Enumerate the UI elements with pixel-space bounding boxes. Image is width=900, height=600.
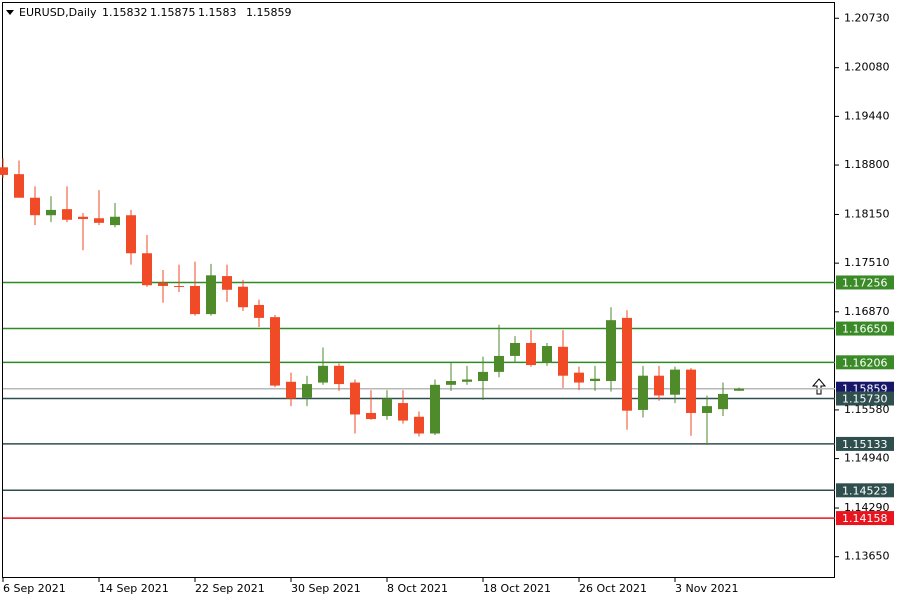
candle-body bbox=[478, 371, 488, 382]
candle-body bbox=[446, 381, 456, 385]
x-tick-label: 6 Sep 2021 bbox=[3, 582, 66, 595]
header-open: 1.15832 bbox=[102, 6, 148, 19]
candle-body bbox=[174, 285, 184, 287]
y-tick-label: 1.20730 bbox=[844, 11, 890, 24]
y-tick-label: 1.13650 bbox=[844, 550, 890, 563]
level-label: 1.15133 bbox=[842, 438, 888, 451]
candle-body bbox=[126, 215, 136, 254]
candle-body bbox=[718, 393, 728, 410]
y-tick-label: 1.14940 bbox=[844, 452, 890, 465]
candle-body bbox=[14, 174, 24, 198]
candle-body bbox=[398, 403, 408, 421]
y-tick-label: 1.15580 bbox=[844, 403, 890, 416]
candle-body bbox=[206, 275, 216, 315]
candle-body bbox=[590, 378, 600, 382]
x-tick-label: 14 Sep 2021 bbox=[99, 582, 169, 595]
level-label: 1.16650 bbox=[842, 323, 888, 336]
candle-body bbox=[670, 369, 680, 395]
y-tick-label: 1.14290 bbox=[844, 501, 890, 514]
candle-body bbox=[510, 342, 520, 356]
candle-body bbox=[190, 285, 200, 315]
header-high: 1.15875 bbox=[150, 6, 196, 19]
candle-body bbox=[286, 381, 296, 399]
candle-body bbox=[366, 412, 376, 420]
x-tick-label: 26 Oct 2021 bbox=[579, 582, 647, 595]
candle-body bbox=[270, 317, 280, 386]
candle-body bbox=[574, 372, 584, 383]
candle-body bbox=[254, 304, 264, 318]
candle-body bbox=[158, 282, 168, 286]
plot-frame bbox=[2, 2, 835, 578]
candle-body bbox=[350, 382, 360, 415]
candle-body bbox=[622, 317, 632, 411]
candle-body bbox=[494, 355, 504, 372]
y-tick-label: 1.20080 bbox=[844, 61, 890, 74]
candle-body bbox=[638, 375, 648, 410]
candle-body bbox=[734, 388, 744, 391]
y-tick-label: 1.18800 bbox=[844, 158, 890, 171]
candle-body bbox=[0, 167, 8, 175]
candle-body bbox=[238, 286, 248, 308]
x-tick-label: 30 Sep 2021 bbox=[291, 582, 361, 595]
level-label-box bbox=[836, 321, 894, 336]
candle-body bbox=[542, 346, 552, 363]
candle-body bbox=[526, 342, 536, 366]
candle-body bbox=[30, 197, 40, 216]
candle-body bbox=[318, 365, 328, 383]
level-label-box bbox=[836, 275, 894, 290]
candle-body bbox=[606, 320, 616, 382]
level-label-box bbox=[836, 483, 894, 498]
level-label: 1.14158 bbox=[842, 512, 888, 525]
y-tick-label: 1.19440 bbox=[844, 109, 890, 122]
candle-body bbox=[62, 209, 72, 220]
candle-body bbox=[222, 276, 232, 290]
x-tick-label: 22 Sep 2021 bbox=[195, 582, 265, 595]
candle-body bbox=[654, 375, 664, 396]
candle-body bbox=[430, 384, 440, 434]
level-label: 1.14523 bbox=[842, 484, 888, 497]
header-close: 1.15859 bbox=[246, 6, 292, 19]
candle-body bbox=[686, 369, 696, 413]
level-label: 1.15730 bbox=[842, 393, 888, 406]
candle-body bbox=[558, 346, 568, 376]
y-tick-label: 1.16870 bbox=[844, 305, 890, 318]
level-label: 1.17256 bbox=[842, 276, 888, 289]
candle-body bbox=[78, 216, 88, 220]
level-label-box bbox=[836, 511, 894, 526]
y-tick-label: 1.17510 bbox=[844, 256, 890, 269]
level-label-box bbox=[836, 436, 894, 451]
shift-arrow[interactable] bbox=[811, 378, 827, 395]
level-label: 1.16206 bbox=[842, 356, 888, 369]
candle-body bbox=[462, 379, 472, 382]
x-tick-label: 8 Oct 2021 bbox=[387, 582, 448, 595]
candle-body bbox=[302, 384, 312, 398]
header-low: 1.1583 bbox=[198, 6, 237, 19]
menu-arrow[interactable] bbox=[6, 10, 14, 15]
candle-body bbox=[702, 406, 712, 413]
x-tick-label: 18 Oct 2021 bbox=[483, 582, 551, 595]
level-label-box bbox=[836, 391, 894, 406]
y-tick-label: 1.18150 bbox=[844, 207, 890, 220]
candle-body bbox=[414, 416, 424, 434]
level-label-box bbox=[836, 355, 894, 370]
candle-body bbox=[142, 253, 152, 286]
candle-body bbox=[334, 365, 344, 385]
x-tick-label: 3 Nov 2021 bbox=[675, 582, 738, 595]
candle-body bbox=[110, 216, 120, 226]
candle-body bbox=[46, 209, 56, 216]
symbol: EURUSD,Daily bbox=[19, 6, 97, 19]
candle-body bbox=[382, 398, 392, 417]
candle-body bbox=[94, 218, 104, 223]
